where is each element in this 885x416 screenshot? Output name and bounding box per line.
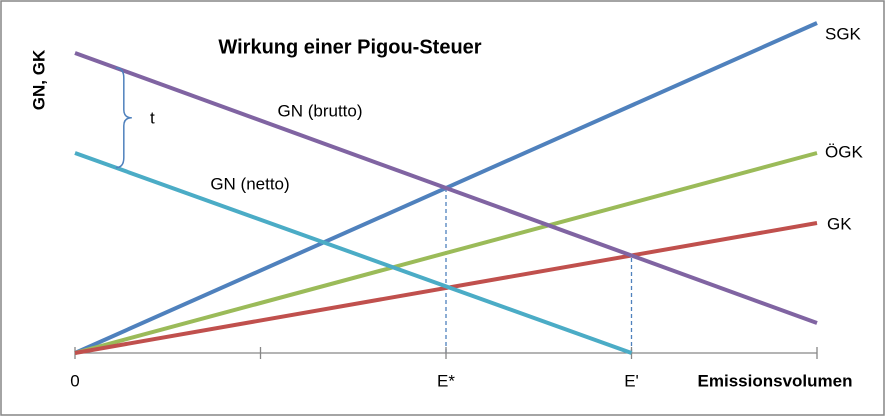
y-axis-label: GN, GK <box>29 49 48 110</box>
x-tick-label: E* <box>437 371 455 390</box>
series-line <box>74 51 818 325</box>
x-axis-label: Emissionsvolumen <box>698 371 853 390</box>
x-tick-label: 0 <box>70 371 79 390</box>
series-label: ÖGK <box>825 142 863 161</box>
series-label: GK <box>827 214 852 233</box>
series-line <box>74 151 818 355</box>
chart-title: Wirkung einer Pigou-Steuer <box>218 36 481 58</box>
series-label: SGK <box>825 24 862 43</box>
brace <box>115 67 132 169</box>
annotation: t <box>150 108 155 127</box>
x-tick-label: E' <box>624 371 639 390</box>
series-label: GN (netto) <box>210 174 289 193</box>
series-line <box>74 151 633 355</box>
series-label: GN (brutto) <box>277 101 362 120</box>
